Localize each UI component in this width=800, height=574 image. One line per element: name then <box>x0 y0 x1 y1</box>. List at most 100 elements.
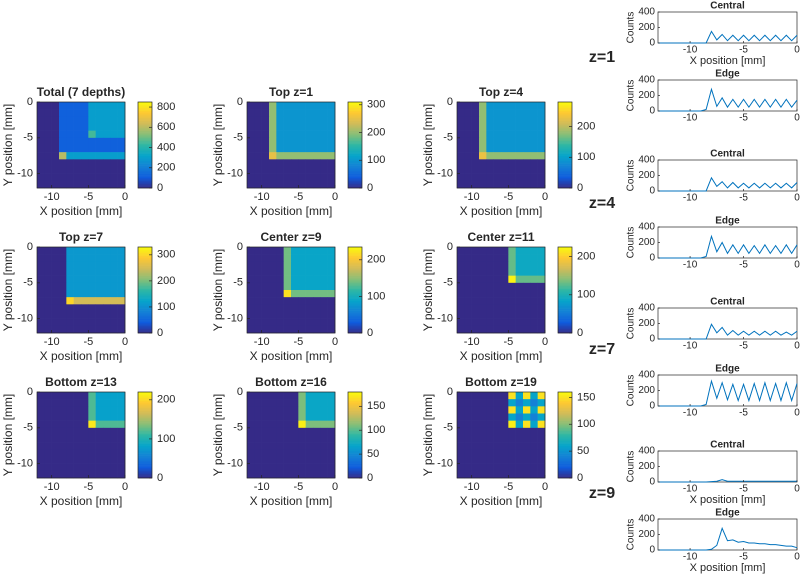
colorbar-segment <box>348 462 362 464</box>
heat-cell <box>117 109 126 117</box>
heat-cell <box>247 109 255 117</box>
x-tick-label: -10 <box>464 191 480 203</box>
heat-cell <box>117 297 126 305</box>
heat-cell <box>66 318 74 327</box>
heat-cell <box>110 435 118 443</box>
x-tick-label: 0 <box>332 336 338 348</box>
heat-cell <box>88 261 96 269</box>
heat-cell <box>471 304 480 312</box>
heat-cell <box>471 173 480 182</box>
heat-cell <box>73 427 82 436</box>
colorbar-segment <box>348 160 362 163</box>
heat-cell <box>508 463 516 472</box>
heat-cell <box>464 420 472 429</box>
colorbar-segment <box>138 314 152 317</box>
heat-cell <box>66 102 74 110</box>
colorbar-segment <box>138 247 152 249</box>
heat-cell <box>103 180 111 189</box>
heat-cell <box>95 463 104 472</box>
heat-cell <box>283 173 292 182</box>
heat-cell <box>37 413 45 421</box>
axes-frame <box>657 450 798 483</box>
colorbar-segment <box>138 305 152 308</box>
heat-cell <box>103 304 111 312</box>
heat-cell <box>103 137 111 146</box>
heat-cell <box>501 130 509 139</box>
y-tick-label: 0 <box>237 96 243 108</box>
heat-cell <box>471 137 480 146</box>
heat-cell <box>486 282 494 291</box>
colorbar-segment <box>348 420 362 423</box>
heat-cell <box>51 166 60 174</box>
colorbar-segment <box>348 404 362 407</box>
heat-cell <box>261 311 270 319</box>
heat-cell <box>283 166 292 174</box>
heat-cell <box>313 304 321 312</box>
heat-cell <box>88 392 96 400</box>
heat-cell <box>327 166 336 174</box>
colorbar-segment <box>348 450 362 453</box>
heat-cell <box>51 413 60 421</box>
heat-cell <box>283 130 292 139</box>
heat-cell <box>486 290 494 298</box>
heat-cell <box>37 152 45 160</box>
heat-cell <box>457 268 465 276</box>
heat-cell <box>298 247 306 255</box>
heat-cell <box>501 420 509 429</box>
heat-cell <box>117 166 126 174</box>
heat-cell <box>464 102 472 110</box>
colorbar-segment <box>348 437 362 440</box>
heat-cell <box>515 297 524 305</box>
heat-cell <box>247 137 255 146</box>
heat-cell <box>515 318 524 327</box>
y-tick-label: 0 <box>649 38 655 49</box>
heat-cell <box>291 311 299 319</box>
heat-cell <box>51 116 60 124</box>
heat-cell <box>110 420 118 429</box>
heat-cell <box>44 254 52 262</box>
heat-cell <box>493 311 502 319</box>
heat-cell <box>493 399 502 407</box>
heat-cell <box>73 413 82 421</box>
colorbar-segment <box>348 153 362 156</box>
heat-cell <box>305 311 314 319</box>
colorbar-segment <box>138 182 152 184</box>
heat-cell <box>276 399 284 407</box>
heat-cell <box>88 399 96 407</box>
heat-cell <box>103 413 111 421</box>
heat-cell <box>457 449 465 457</box>
colorbar-tick-label: 100 <box>367 290 385 302</box>
heat-cell <box>81 123 89 131</box>
colorbar-segment <box>348 311 362 314</box>
heat-cell <box>291 261 299 269</box>
heat-cell <box>523 435 531 443</box>
heat-cell <box>471 470 480 479</box>
colorbar-segment <box>348 414 362 417</box>
heat-cell <box>537 102 546 110</box>
heat-cell <box>44 297 52 305</box>
x-axis-label: X position [mm] <box>40 349 123 363</box>
colorbar-segment <box>138 137 152 140</box>
heat-cell <box>44 180 52 189</box>
heat-cell <box>530 159 538 167</box>
heat-cell <box>59 116 67 124</box>
y-tick-label: 200 <box>638 318 655 329</box>
heat-cell <box>261 159 270 167</box>
heat-cell <box>103 399 111 407</box>
heat-cell <box>457 399 465 407</box>
colorbar-segment <box>558 460 572 463</box>
heat-cell <box>486 318 494 327</box>
heat-cell <box>283 152 292 160</box>
colorbar-segment <box>558 393 572 396</box>
colorbar-tick-label: 100 <box>577 151 595 163</box>
colorbar-segment <box>138 123 152 126</box>
heat-cell <box>501 427 509 436</box>
heat-cell <box>73 130 82 139</box>
colorbar-segment <box>138 447 152 450</box>
heat-cell <box>95 290 104 298</box>
heat-cell <box>103 145 111 153</box>
heat-cell <box>103 442 111 450</box>
heat-cell <box>254 290 262 298</box>
heat-cell <box>493 275 502 284</box>
heat-cell <box>247 406 255 414</box>
